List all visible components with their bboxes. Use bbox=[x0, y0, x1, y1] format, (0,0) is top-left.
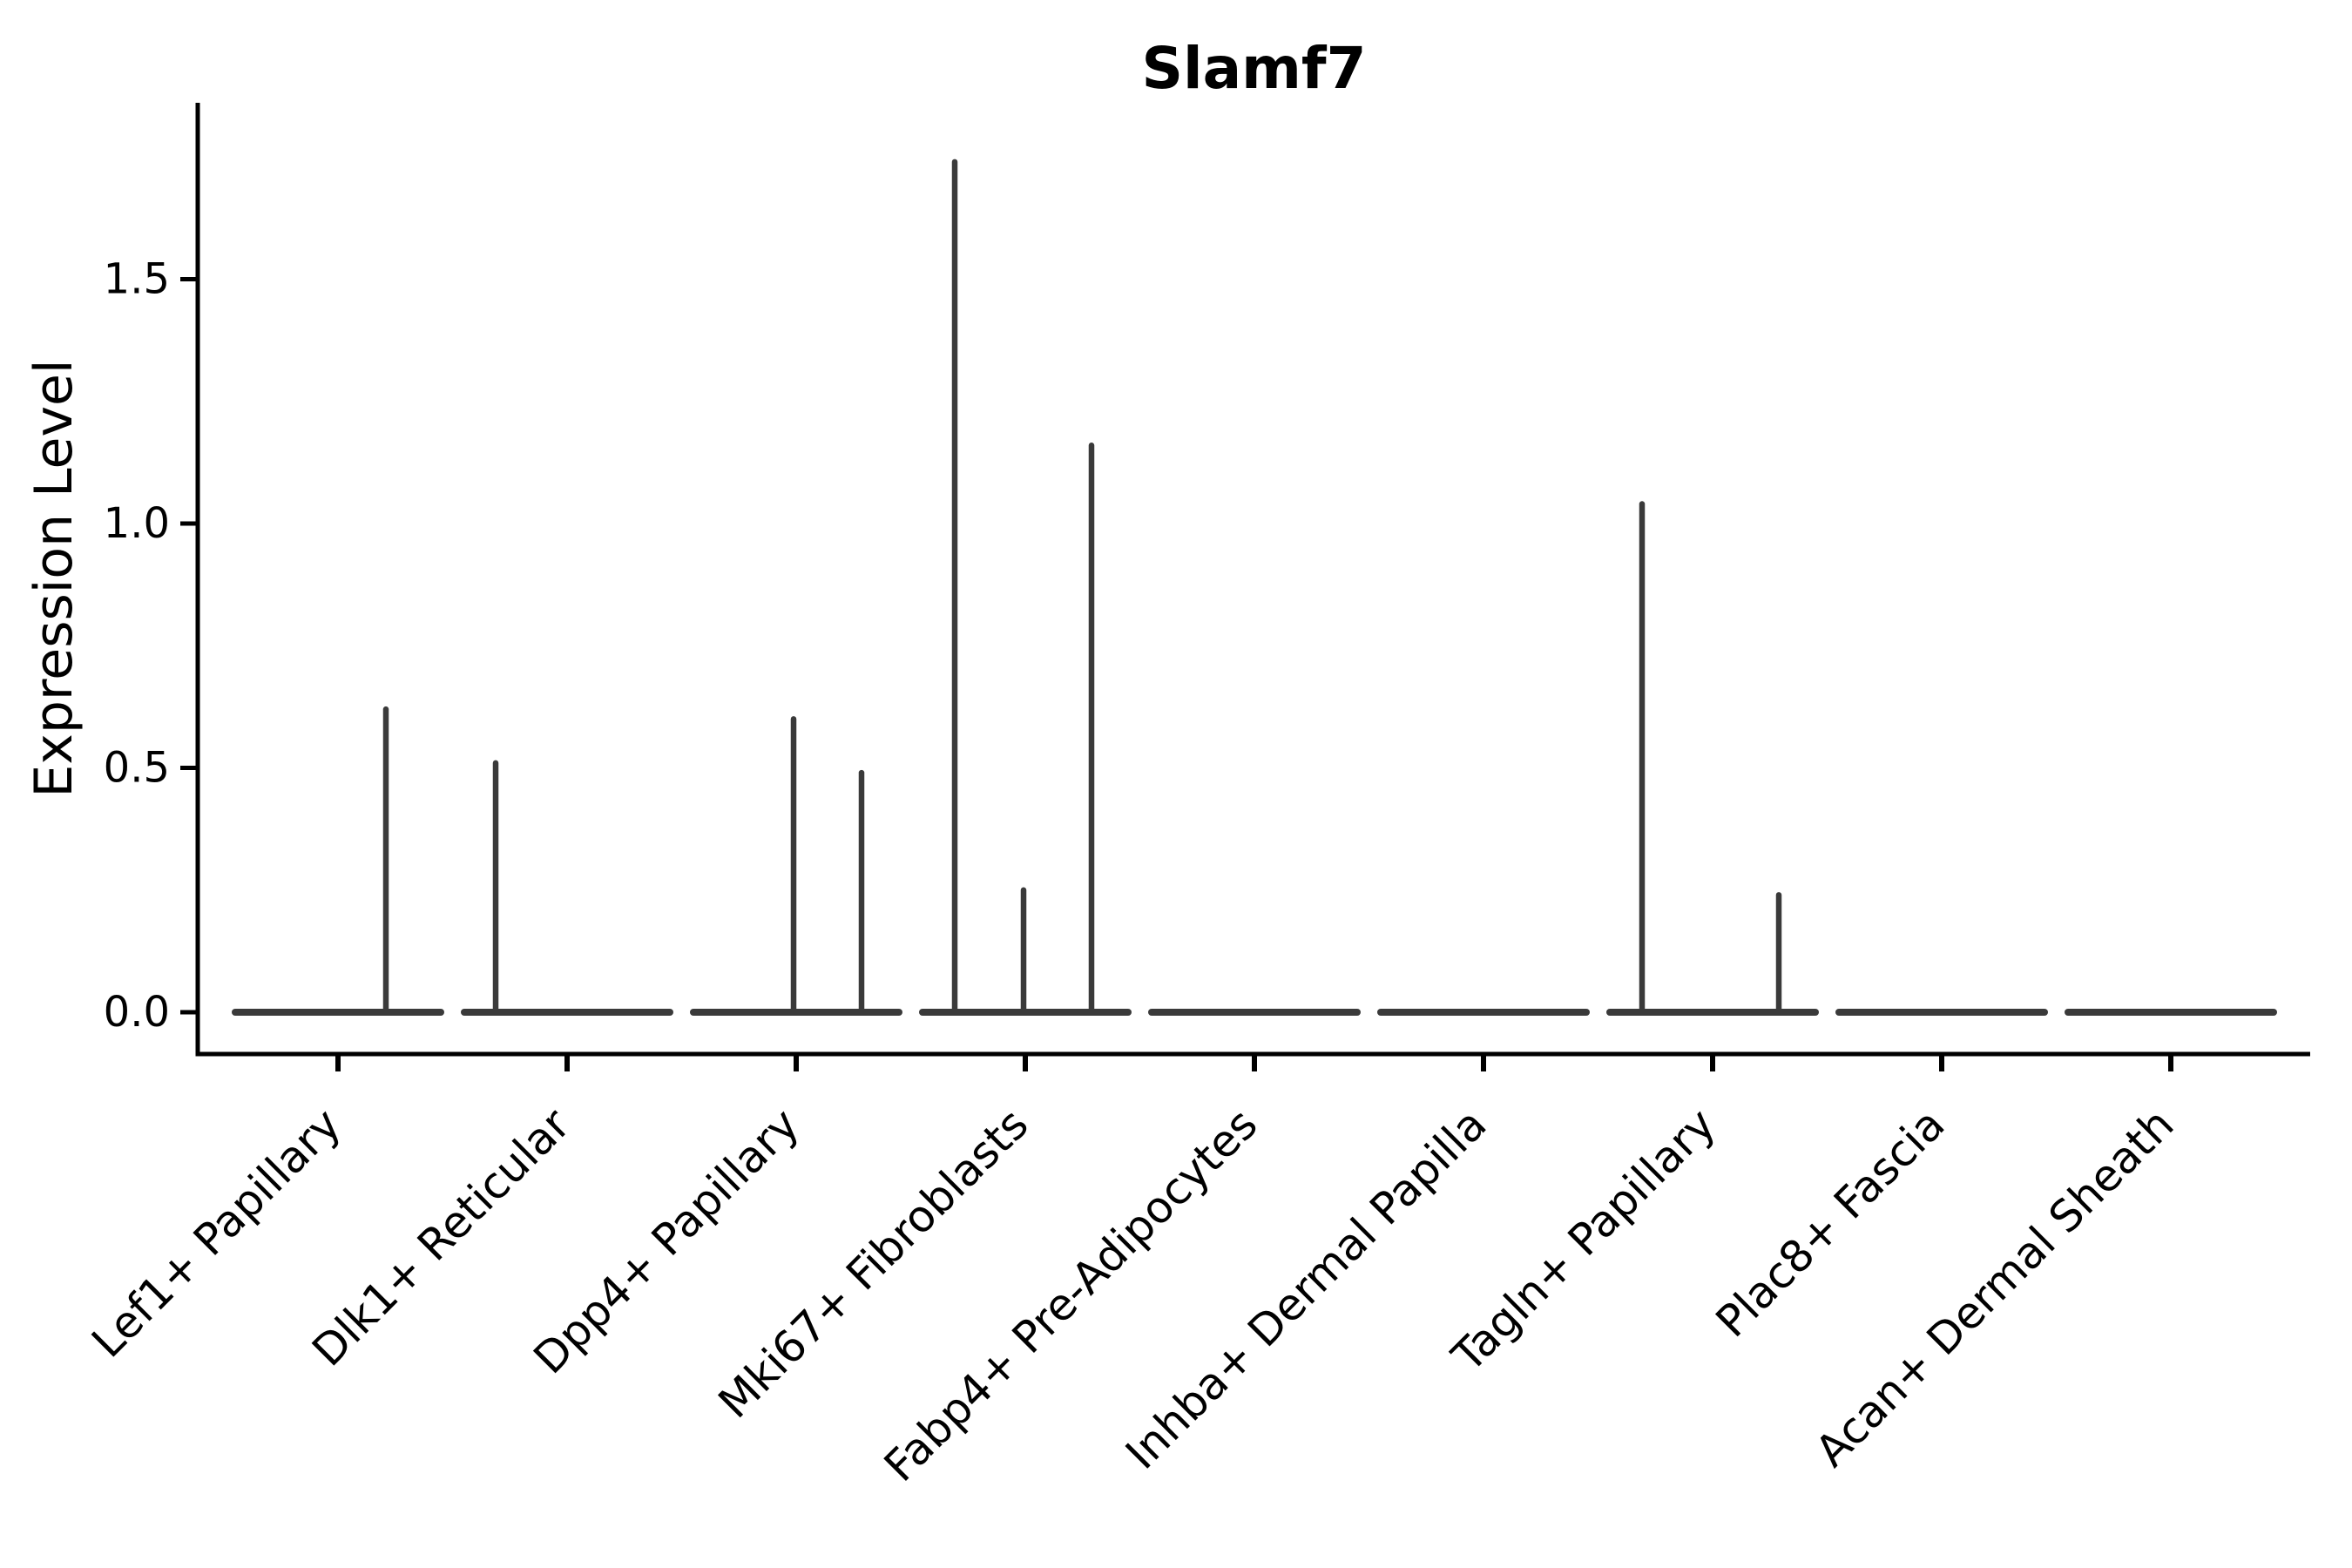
axis-spines bbox=[195, 103, 2310, 1057]
y-tick-label: 0.0 bbox=[104, 988, 170, 1037]
chart-title: Slamf7 bbox=[1141, 35, 1367, 102]
x-tick-label: Lef1+ Papillary bbox=[82, 1098, 350, 1367]
x-tick-label: Fabp4+ Pre-Adipocytes bbox=[875, 1098, 1267, 1491]
x-tick-label: Plac8+ Fascia bbox=[1707, 1098, 1955, 1347]
y-tick-label: 0.5 bbox=[104, 744, 170, 793]
y-tick-label: 1.0 bbox=[104, 499, 170, 548]
y-tick-label: 1.5 bbox=[104, 255, 170, 304]
